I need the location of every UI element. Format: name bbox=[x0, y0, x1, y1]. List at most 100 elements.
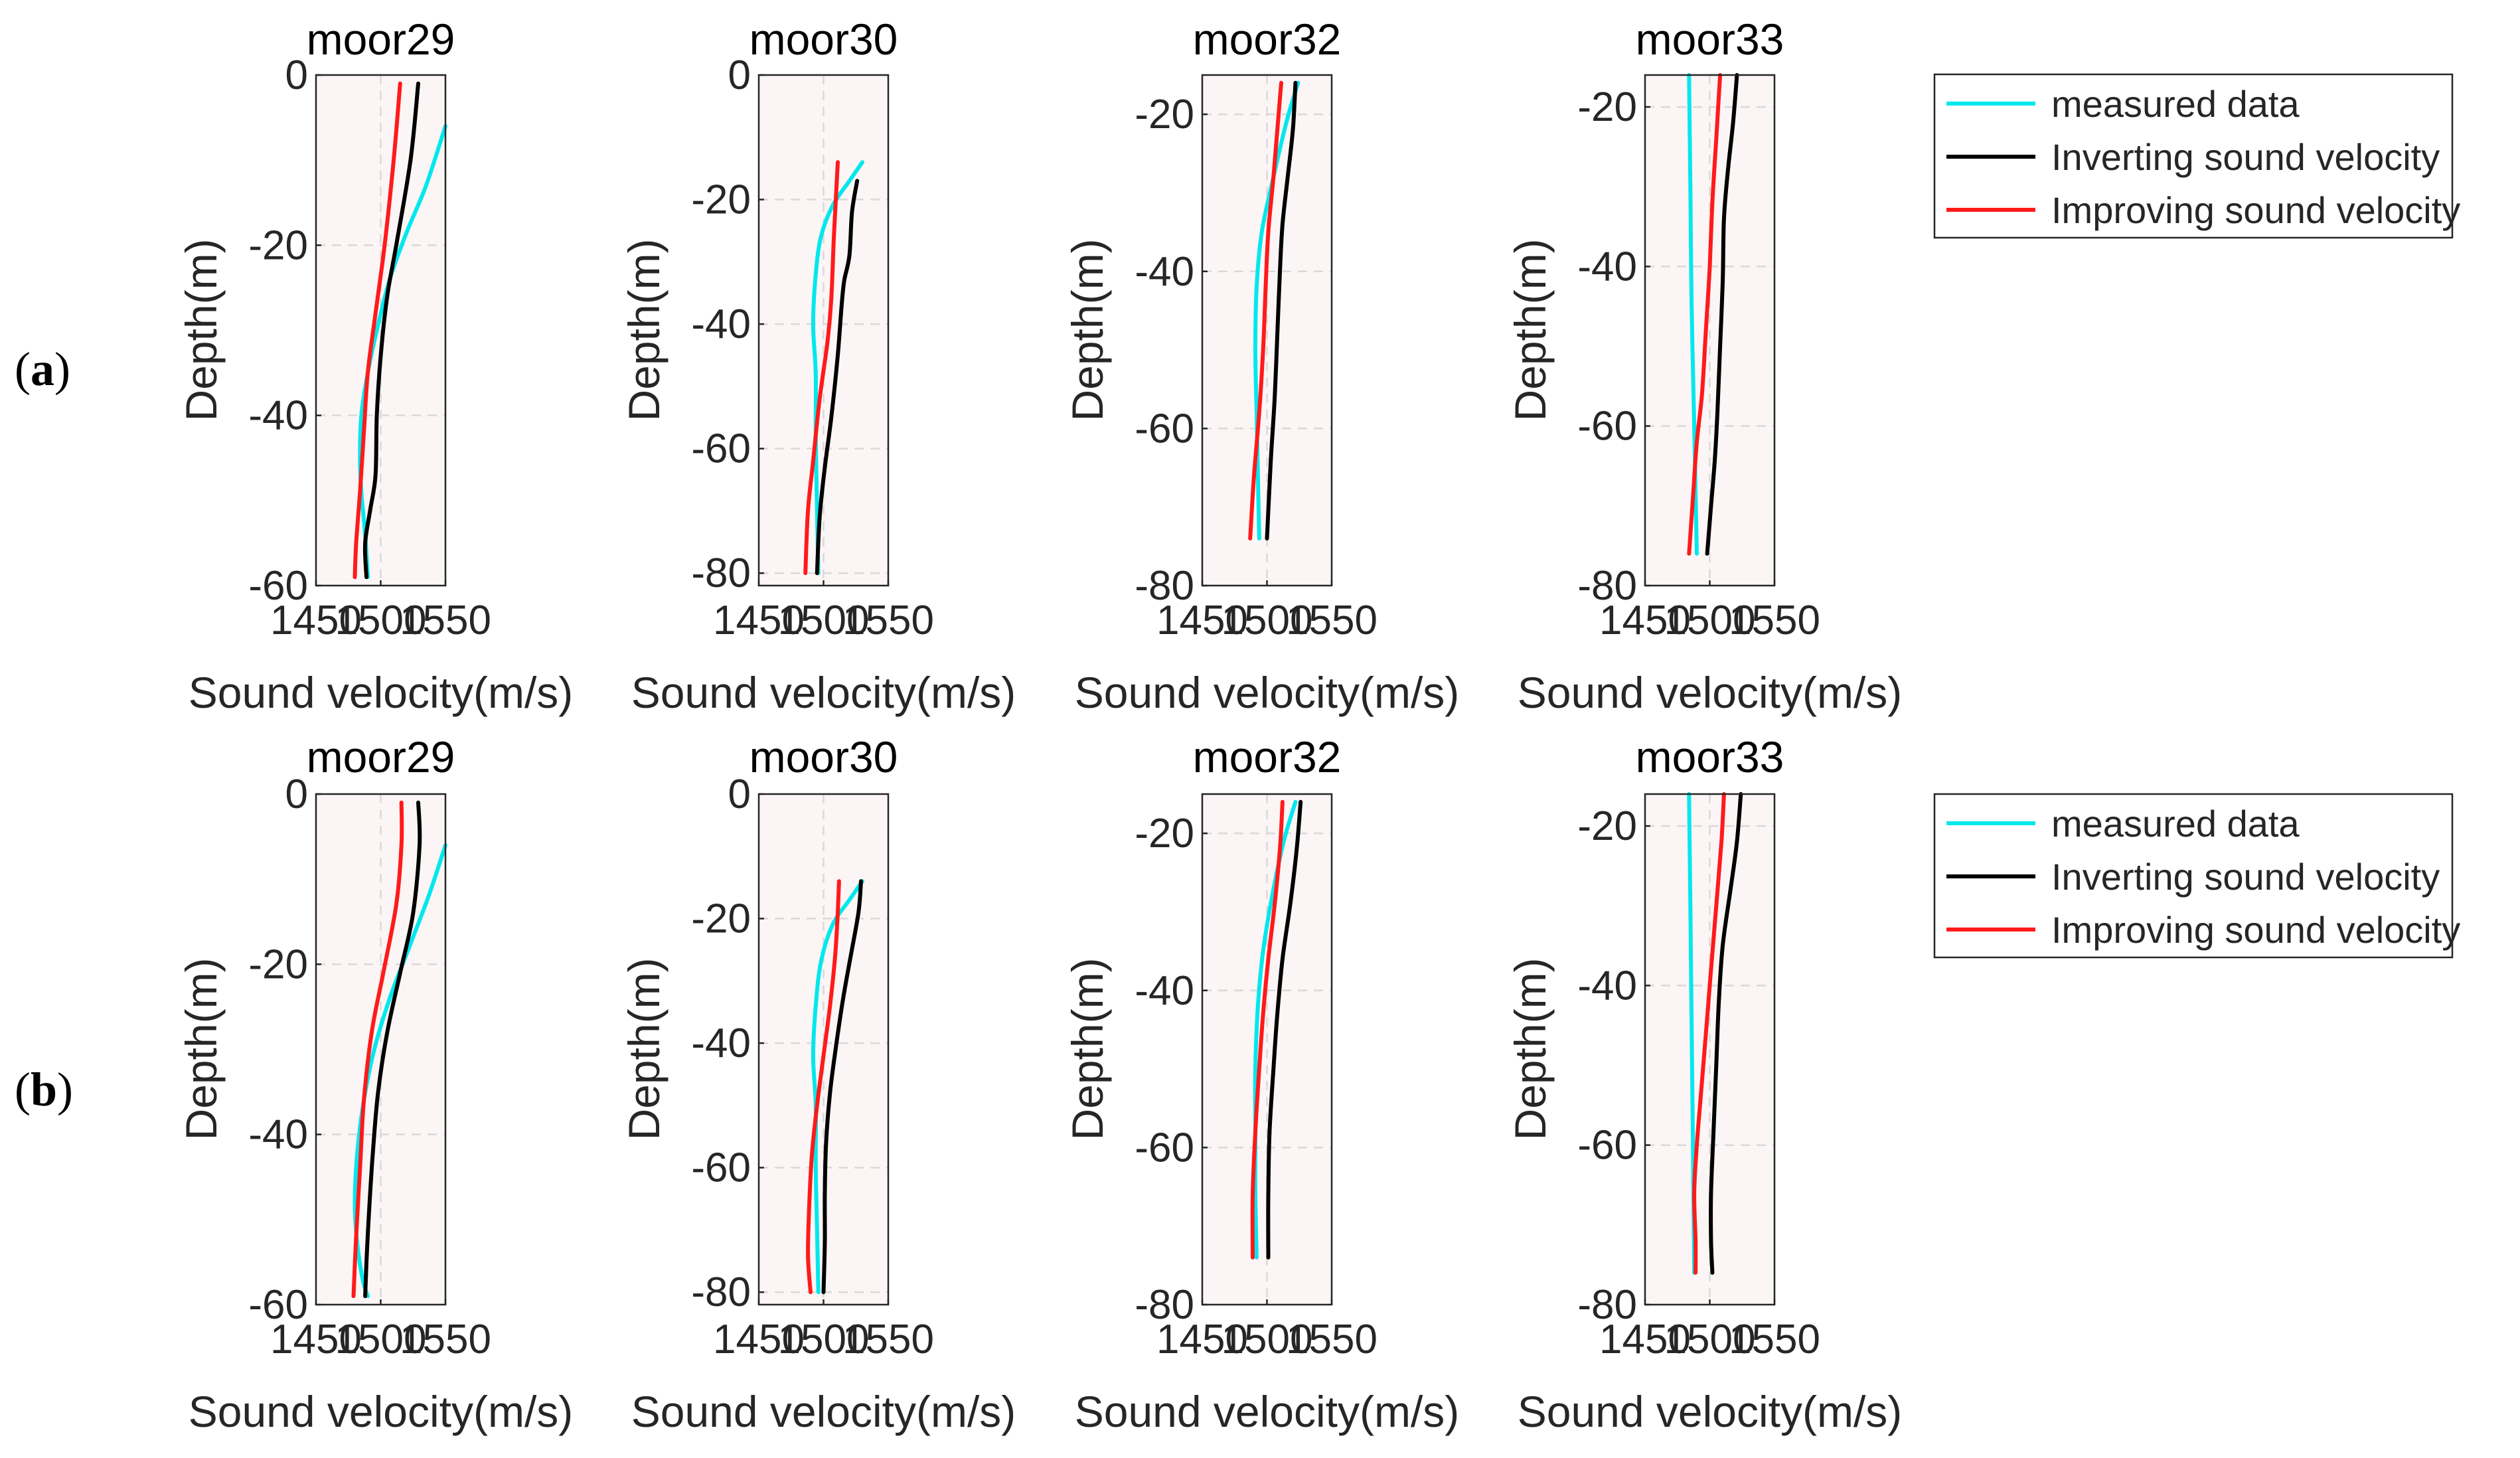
legend-entry-label: measured data bbox=[2051, 83, 2300, 125]
y-tick-label: 0 bbox=[728, 52, 751, 98]
series-line-improving-sound-velocity bbox=[351, 800, 404, 1299]
series-line-improving-sound-velocity bbox=[1692, 792, 1726, 1275]
row-label-b: (b) bbox=[15, 1063, 73, 1116]
x-tick-label: 1500 bbox=[335, 598, 427, 643]
y-tick-label: -40 bbox=[1135, 968, 1194, 1014]
series-line-inverting-sound-velocity bbox=[1709, 792, 1743, 1275]
y-tick-label: -20 bbox=[1135, 92, 1194, 137]
x-tick-label: 1450 bbox=[1156, 1317, 1248, 1362]
legend-entry-label: Inverting sound velocity bbox=[2051, 856, 2440, 898]
x-tick-label: 1550 bbox=[400, 598, 491, 643]
legend-entry-label: Improving sound velocity bbox=[2051, 189, 2460, 231]
y-tick-label: -20 bbox=[1577, 84, 1637, 130]
x-axis-label: Sound velocity(m/s) bbox=[1075, 668, 1460, 717]
x-tick-label: 1550 bbox=[1729, 598, 1820, 643]
y-tick-label: -40 bbox=[1577, 963, 1637, 1009]
x-tick-label: 1500 bbox=[1221, 598, 1313, 643]
series-line-inverting-sound-velocity bbox=[821, 879, 863, 1295]
x-axis-label: Sound velocity(m/s) bbox=[1518, 668, 1903, 717]
subplot-title: moor29 bbox=[307, 732, 455, 781]
subplot-title: moor33 bbox=[1636, 732, 1784, 781]
x-tick-label: 1450 bbox=[1599, 598, 1691, 643]
y-tick-label: 0 bbox=[285, 771, 308, 817]
x-tick-label: 1450 bbox=[270, 598, 362, 643]
y-tick-label: -40 bbox=[1135, 249, 1194, 295]
x-axis-label: Sound velocity(m/s) bbox=[1518, 1387, 1903, 1436]
legend-entry-label: measured data bbox=[2051, 803, 2300, 845]
legend-entry-label: Inverting sound velocity bbox=[2051, 136, 2440, 178]
series-line-improving-sound-velocity bbox=[1687, 73, 1723, 556]
y-tick-label: -20 bbox=[1135, 811, 1194, 856]
series-line-improving-sound-velocity bbox=[1250, 799, 1285, 1259]
x-tick-label: 1550 bbox=[1729, 1317, 1820, 1362]
x-axis-label: Sound velocity(m/s) bbox=[631, 668, 1016, 717]
series-line-improving-sound-velocity bbox=[353, 81, 402, 580]
series-line-measured-data bbox=[1253, 80, 1300, 540]
series-line-inverting-sound-velocity bbox=[362, 81, 420, 580]
subplot-title: moor33 bbox=[1636, 15, 1784, 64]
y-tick-label: -60 bbox=[1577, 404, 1637, 449]
legend: measured data Inverting sound velocity Imp… bbox=[1933, 793, 2460, 959]
y-tick-label: -20 bbox=[691, 177, 751, 223]
series-line-improving-sound-velocity bbox=[806, 879, 841, 1295]
x-tick-label: 1550 bbox=[842, 1317, 934, 1362]
y-tick-label: -40 bbox=[1577, 244, 1637, 289]
series-line-improving-sound-velocity bbox=[1248, 80, 1283, 540]
x-tick-label: 1550 bbox=[1286, 598, 1378, 643]
subplot-title: moor30 bbox=[749, 732, 898, 781]
x-tick-label: 1500 bbox=[335, 1317, 427, 1362]
y-tick-label: -60 bbox=[248, 1282, 308, 1328]
y-tick-label: -60 bbox=[1577, 1123, 1637, 1169]
y-tick-label: 0 bbox=[728, 771, 751, 817]
y-tick-label: 0 bbox=[285, 52, 308, 98]
series-line-inverting-sound-velocity bbox=[1266, 799, 1303, 1259]
y-tick-label: -60 bbox=[1135, 406, 1194, 451]
y-tick-label: -80 bbox=[1135, 563, 1194, 609]
legend: measured data Inverting sound velocity Imp… bbox=[1933, 73, 2460, 239]
x-tick-label: 1450 bbox=[713, 598, 805, 643]
row-labels: (a) (b) bbox=[15, 343, 73, 1116]
subplot-title: moor29 bbox=[307, 15, 455, 64]
series-line-inverting-sound-velocity bbox=[815, 179, 860, 576]
y-axis-label: Depth(m) bbox=[177, 238, 226, 421]
y-tick-label: -80 bbox=[1577, 563, 1637, 609]
series-line-inverting-sound-velocity bbox=[1705, 73, 1739, 556]
x-tick-label: 1450 bbox=[1156, 598, 1248, 643]
subplot-title: moor30 bbox=[749, 15, 898, 64]
y-tick-label: -60 bbox=[691, 426, 751, 472]
y-axis-label: Depth(m) bbox=[619, 957, 669, 1140]
series-line-inverting-sound-velocity bbox=[363, 800, 422, 1299]
series-line-inverting-sound-velocity bbox=[1265, 80, 1298, 540]
row-label-a: (a) bbox=[15, 343, 70, 396]
y-axis-label: Depth(m) bbox=[619, 238, 669, 421]
y-tick-label: -80 bbox=[691, 550, 751, 596]
y-tick-label: -40 bbox=[691, 301, 751, 347]
x-axis-label: Sound velocity(m/s) bbox=[631, 1387, 1016, 1436]
y-tick-label: -80 bbox=[1135, 1282, 1194, 1328]
x-tick-label: 1500 bbox=[778, 1317, 870, 1362]
x-tick-label: 1500 bbox=[1221, 1317, 1313, 1362]
y-tick-label: -40 bbox=[248, 1112, 308, 1158]
x-tick-label: 1450 bbox=[713, 1317, 805, 1362]
y-axis-label: Depth(m) bbox=[1506, 957, 1555, 1140]
y-tick-label: -20 bbox=[691, 896, 751, 942]
x-tick-label: 1500 bbox=[1664, 1317, 1756, 1362]
y-axis-label: Depth(m) bbox=[1063, 238, 1112, 421]
x-tick-label: 1450 bbox=[270, 1317, 362, 1362]
y-tick-label: -60 bbox=[691, 1145, 751, 1191]
y-axis-label: Depth(m) bbox=[1506, 238, 1555, 421]
legend-entry-label: Improving sound velocity bbox=[2051, 909, 2460, 951]
y-tick-label: -60 bbox=[1135, 1125, 1194, 1171]
y-tick-label: -20 bbox=[248, 941, 308, 987]
x-tick-label: 1500 bbox=[1664, 598, 1756, 643]
subplot-title: moor32 bbox=[1193, 15, 1342, 64]
y-tick-label: -40 bbox=[691, 1020, 751, 1066]
